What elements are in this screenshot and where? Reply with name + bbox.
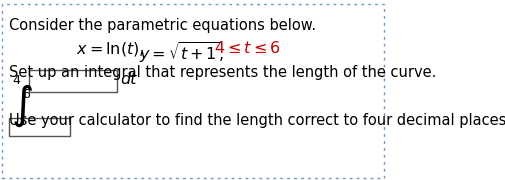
Text: Consider the parametric equations below.: Consider the parametric equations below. [9,18,316,33]
Text: 4: 4 [12,74,20,87]
Bar [9,118,70,136]
Text: $y = \sqrt{t+1},$: $y = \sqrt{t+1},$ [139,40,223,65]
Text: $4 \leq t \leq 6$: $4 \leq t \leq 6$ [214,40,280,56]
Text: $\int$: $\int$ [11,83,33,129]
Text: $x = \ln(t),$: $x = \ln(t),$ [76,40,144,58]
Text: Use your calculator to find the length correct to four decimal places.: Use your calculator to find the length c… [9,113,505,128]
Text: Set up an integral that represents the length of the curve.: Set up an integral that represents the l… [9,65,436,80]
Bar [29,70,117,92]
Text: 6: 6 [22,88,30,101]
Text: dt: dt [121,71,137,87]
